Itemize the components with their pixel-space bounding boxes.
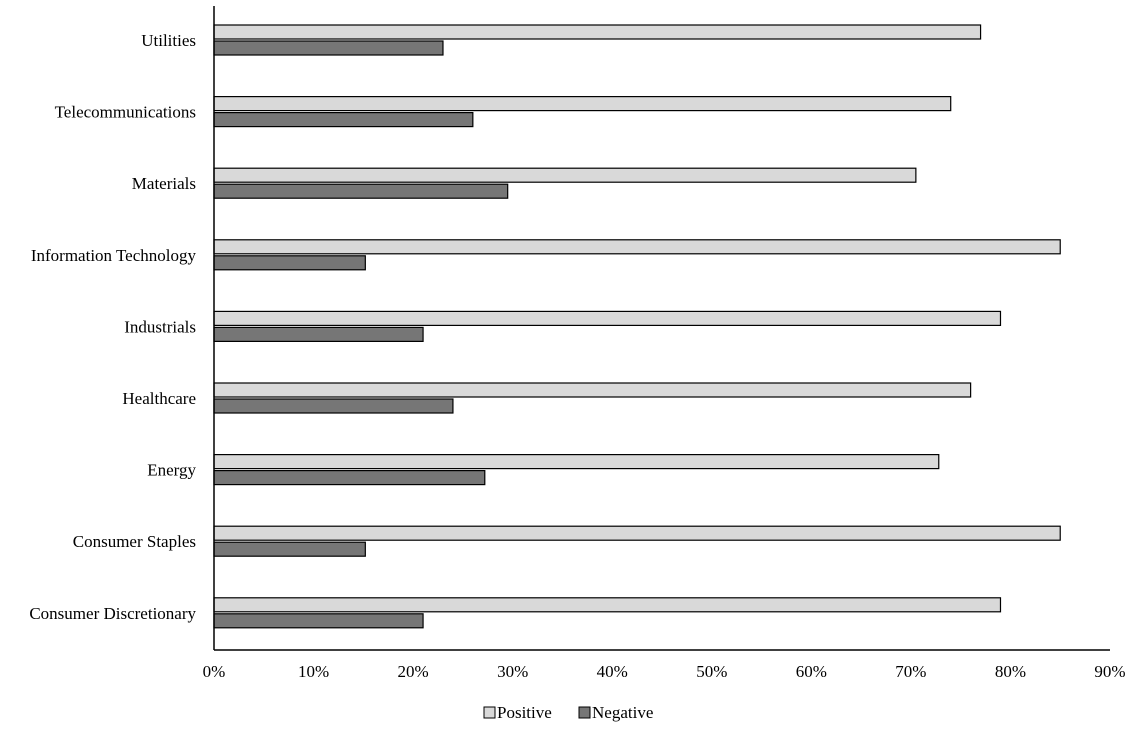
category-label: Utilities	[141, 31, 196, 50]
bar-negative-consumer-staples	[213, 541, 366, 557]
x-tick-label: 10%	[298, 662, 329, 681]
x-tick-label: 80%	[995, 662, 1026, 681]
x-tick-label: 20%	[398, 662, 429, 681]
category-label: Materials	[132, 174, 196, 193]
x-tick-label: 70%	[895, 662, 926, 681]
category-label: Energy	[147, 461, 196, 480]
category-label: Information Technology	[31, 246, 197, 265]
category-label: Industrials	[124, 317, 196, 336]
category-label: Consumer Discretionary	[29, 604, 196, 623]
x-tick-label: 50%	[696, 662, 727, 681]
legend-label-positive: Positive	[497, 703, 552, 722]
bar-negative-telecommunications	[213, 111, 474, 128]
category-label: Healthcare	[122, 389, 196, 408]
bar-positive-consumer-discretionary	[213, 597, 1002, 613]
x-tick-label: 90%	[1094, 662, 1125, 681]
bars-group	[213, 24, 1061, 629]
category-label: Telecommunications	[55, 103, 196, 122]
bar-positive-telecommunications	[213, 95, 952, 112]
x-tick-label: 40%	[597, 662, 628, 681]
bar-negative-information-technology	[213, 255, 366, 271]
bar-negative-healthcare	[213, 398, 454, 414]
bar-negative-materials	[213, 183, 509, 199]
legend-swatch-positive	[483, 706, 496, 719]
legend: Positive Negative	[483, 703, 653, 722]
bar-positive-utilities	[213, 24, 982, 40]
bar-negative-industrials	[213, 326, 424, 342]
bar-negative-energy	[213, 470, 486, 486]
category-labels: Utilities Telecommunications Materials Info…	[29, 31, 196, 623]
x-tick-label: 60%	[796, 662, 827, 681]
x-tick-labels: 0% 10% 20% 30% 40% 50% 60% 70% 80% 90%	[203, 662, 1126, 681]
category-label: Consumer Staples	[73, 532, 196, 551]
bar-positive-energy	[213, 454, 940, 470]
bar-positive-information-technology	[213, 239, 1061, 255]
bar-positive-consumer-staples	[213, 525, 1061, 541]
legend-swatch-negative	[578, 706, 591, 719]
bar-negative-consumer-discretionary	[213, 613, 424, 629]
legend-label-negative: Negative	[592, 703, 653, 722]
x-tick-label: 30%	[497, 662, 528, 681]
bar-negative-utilities	[213, 40, 444, 56]
bar-positive-industrials	[213, 310, 1002, 326]
bar-positive-healthcare	[213, 382, 972, 398]
bar-positive-materials	[213, 167, 917, 183]
x-tick-label: 0%	[203, 662, 226, 681]
